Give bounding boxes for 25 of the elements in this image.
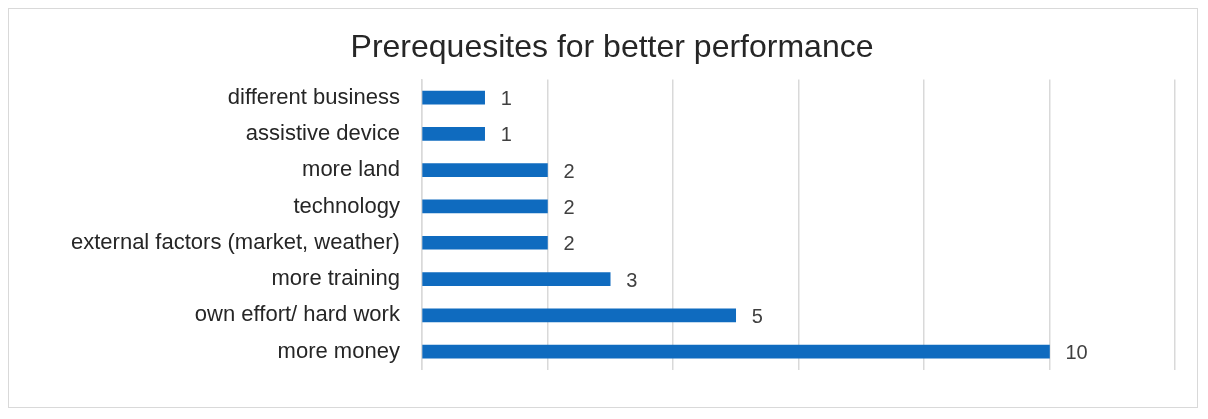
- data-label: 2: [563, 232, 575, 255]
- data-label: 1: [500, 123, 512, 146]
- chart-title: Prerequesites for better performance: [350, 28, 874, 65]
- y-tick-label: external factors (market, weather): [70, 228, 400, 254]
- y-tick-label: more land: [302, 156, 400, 182]
- bar: [422, 90, 485, 105]
- data-label: 5: [751, 304, 763, 327]
- bar: [422, 163, 548, 177]
- y-tick-label: own effort/ hard work: [194, 301, 401, 327]
- y-tick-label: more money: [277, 337, 400, 363]
- data-label: 2: [563, 195, 575, 218]
- bar: [422, 127, 485, 141]
- bar: [422, 308, 737, 323]
- y-tick-label: technology: [293, 192, 400, 218]
- data-label: 10: [1065, 341, 1088, 364]
- bar: [422, 272, 611, 286]
- data-label: 2: [563, 159, 575, 182]
- y-tick-label: more training: [271, 265, 400, 291]
- y-tick-label: assistive device: [245, 119, 400, 145]
- bar: [422, 235, 548, 250]
- y-tick-label: different business: [227, 83, 400, 109]
- data-label: 1: [500, 87, 512, 110]
- bar: [422, 344, 1050, 359]
- bar: [422, 199, 548, 214]
- data-label: 3: [626, 268, 638, 291]
